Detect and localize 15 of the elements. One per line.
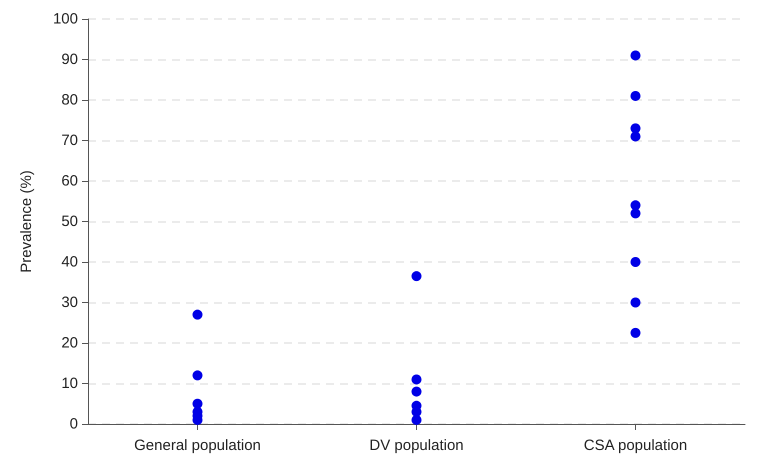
y-tick-label: 100 — [52, 10, 78, 28]
x-tick-label: CSA population — [584, 437, 688, 454]
x-tick-label: DV population — [369, 437, 464, 454]
y-tick-label: 20 — [61, 334, 78, 352]
y-tick-label: 50 — [61, 213, 78, 230]
x-tick-label: General population — [134, 437, 261, 454]
y-tick-label: 60 — [61, 172, 78, 190]
y-tick-label: 80 — [61, 92, 78, 108]
y-tick-label: 40 — [61, 254, 78, 270]
y-tick-label: 70 — [61, 132, 78, 149]
y-tick-label: 90 — [61, 51, 78, 68]
y-tick-label: 30 — [61, 294, 78, 311]
y-axis-title: Prevalence (%) — [18, 170, 35, 273]
y-tick-label: 0 — [70, 416, 78, 432]
y-tick-label: 10 — [61, 375, 78, 392]
